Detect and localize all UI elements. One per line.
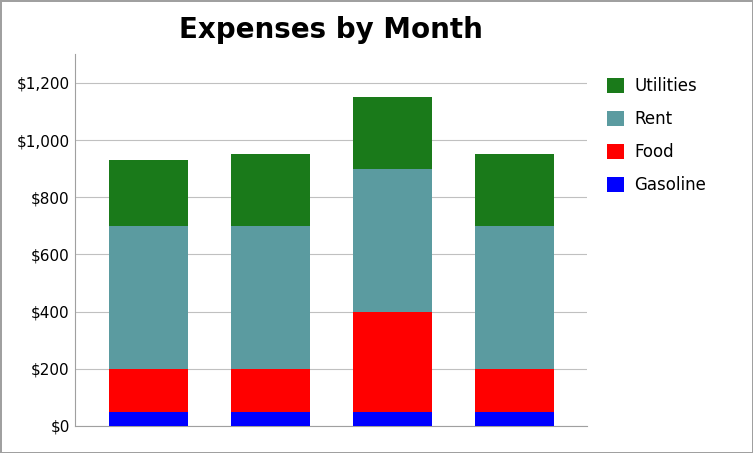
Bar xyxy=(352,411,432,426)
Bar xyxy=(352,312,432,411)
Bar xyxy=(230,154,310,226)
Bar xyxy=(230,369,310,411)
Bar xyxy=(474,411,553,426)
Bar xyxy=(474,226,553,369)
Title: Expenses by Month: Expenses by Month xyxy=(179,16,483,43)
Bar xyxy=(352,169,432,312)
Bar xyxy=(109,160,188,226)
Bar xyxy=(230,411,310,426)
Bar xyxy=(109,411,188,426)
Bar xyxy=(474,154,553,226)
Bar xyxy=(352,97,432,169)
Legend: Utilities, Rent, Food, Gasoline: Utilities, Rent, Food, Gasoline xyxy=(601,70,712,201)
Bar xyxy=(474,369,553,411)
Bar xyxy=(109,369,188,411)
Bar xyxy=(109,226,188,369)
Bar xyxy=(230,226,310,369)
